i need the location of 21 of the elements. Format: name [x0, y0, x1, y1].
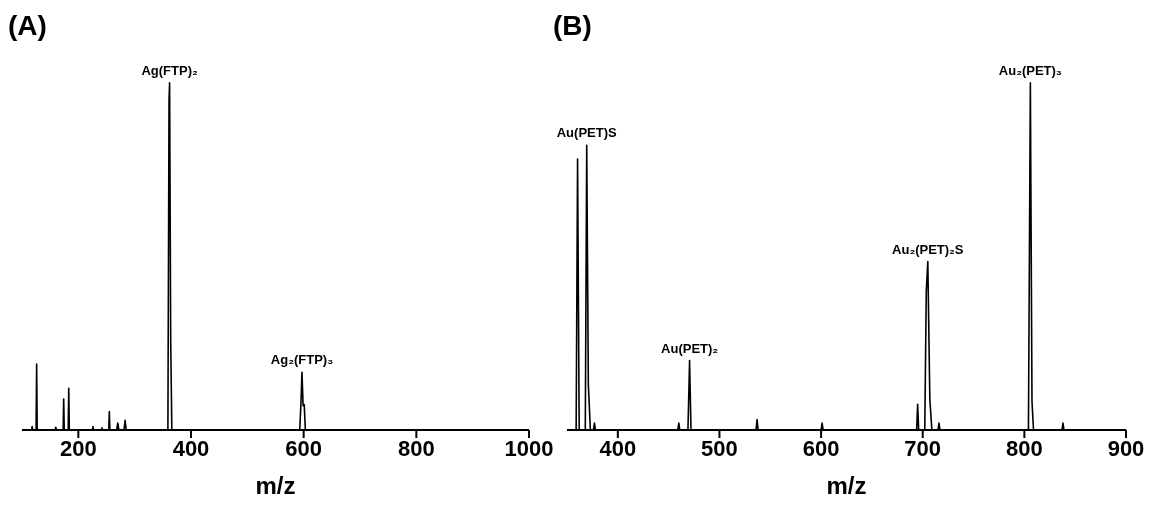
x-tick-label: 900 — [1107, 435, 1145, 461]
x-tick-label: 500 — [701, 435, 738, 461]
x-tick-label: 800 — [1006, 435, 1043, 461]
x-tick-label: 400 — [172, 435, 210, 461]
x-tick-label: 700 — [904, 435, 942, 461]
annotation: Ag(FTP)₂ — [141, 62, 198, 78]
x-tick-label: 600 — [285, 435, 323, 461]
x-tick-label: 800 — [397, 435, 435, 461]
annotation: Au(PET)S — [556, 125, 618, 141]
x-axis-title: m/z — [826, 472, 867, 499]
chart-title: (A) — [8, 10, 47, 42]
annotation: Au(PET)₂ — [661, 340, 719, 356]
annotation: Ag₂(FTP)₃ — [270, 352, 334, 368]
x-tick-label: 400 — [599, 435, 637, 461]
annotation: Au₂(PET)₃ — [998, 62, 1062, 78]
x-tick-label: 600 — [802, 435, 840, 461]
annotation: Au₂(PET)₂S — [892, 241, 964, 257]
x-tick-label: 200 — [59, 435, 97, 461]
x-axis-title: m/z — [255, 472, 296, 499]
x-tick-label: 1000 — [504, 435, 554, 461]
chart-title: (B) — [553, 10, 592, 42]
